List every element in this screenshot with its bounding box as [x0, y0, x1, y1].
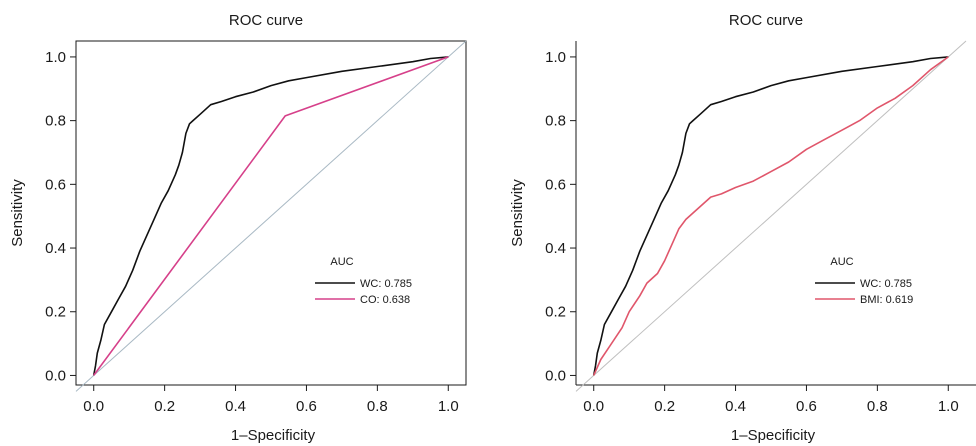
series-line-bmi: [592, 56, 949, 376]
x-tick-label: 0.4: [725, 398, 746, 415]
y-tick-label: 0.8: [545, 113, 566, 130]
plot-frame: [75, 40, 467, 386]
y-tick-label: 0.4: [545, 240, 566, 257]
series-line-co: [93, 56, 449, 376]
reference-diagonal-line: [575, 40, 967, 392]
x-axis-label: 1–Specificity: [731, 427, 816, 444]
legend-label-wc: WC: 0.785: [860, 278, 912, 290]
x-tick-label: 0.2: [154, 398, 175, 415]
y-tick-label: 0.8: [45, 113, 66, 130]
x-axis: 0.0 0.2 0.4 0.6 0.8 1.0: [583, 385, 959, 415]
x-tick-label: 0.0: [583, 398, 604, 415]
roc-panel-right: ROC curve 0.0 0.2 0.4 0.6 0.8 1.0 0.00.20.40.…: [509, 12, 976, 444]
x-tick-label: 0.6: [296, 398, 317, 415]
chart-title: ROC curve: [729, 12, 803, 29]
legend-title: AUC: [830, 256, 853, 268]
chart-title: ROC curve: [229, 12, 303, 29]
legend-label-co: CO: 0.638: [360, 294, 410, 306]
x-tick-label: 0.8: [867, 398, 888, 415]
legend-title: AUC: [330, 256, 353, 268]
y-axis-label: Sensitivity: [509, 179, 526, 247]
x-tick-label: 0.4: [225, 398, 246, 415]
x-tick-label: 0.6: [796, 398, 817, 415]
y-tick-label: 0.0: [45, 367, 66, 384]
y-tick-label: 1.0: [45, 49, 66, 66]
legend: AUC WC: 0.785 CO: 0.638: [315, 256, 412, 306]
y-axis: 0.0 0.2 0.4 0.6 0.8 1.0: [545, 49, 576, 384]
y-tick-label: 0.4: [45, 240, 66, 257]
x-tick-label: 0.2: [654, 398, 675, 415]
x-tick-label: 0.8: [367, 398, 388, 415]
y-tick-label: 0.0: [545, 367, 566, 384]
y-tick-label: 1.0: [545, 49, 566, 66]
series-line-wc: [592, 56, 949, 376]
x-axis: 0.0 0.2 0.4 0.6 0.8 1.0: [83, 385, 459, 415]
y-axis-label: Sensitivity: [9, 179, 26, 247]
y-tick-label: 0.6: [545, 176, 566, 193]
x-tick-label: 0.0: [83, 398, 104, 415]
roc-panel-left: ROC curve 0.0 0.2 0.4 0.6 0.8 1.0 0.00.20.40.…: [9, 12, 467, 444]
x-axis-label: 1–Specificity: [231, 427, 316, 444]
x-tick-label: 1.0: [938, 398, 959, 415]
reference-diagonal-line: [75, 40, 467, 392]
legend-label-bmi: BMI: 0.619: [860, 294, 913, 306]
y-tick-label: 0.2: [545, 304, 566, 321]
legend-label-wc: WC: 0.785: [360, 278, 412, 290]
x-tick-label: 1.0: [438, 398, 459, 415]
y-tick-label: 0.2: [45, 304, 66, 321]
series-line-wc: [92, 56, 449, 376]
y-tick-label: 0.6: [45, 176, 66, 193]
legend: AUC WC: 0.785 BMI: 0.619: [815, 256, 913, 306]
y-axis: 0.0 0.2 0.4 0.6 0.8 1.0: [45, 49, 76, 384]
